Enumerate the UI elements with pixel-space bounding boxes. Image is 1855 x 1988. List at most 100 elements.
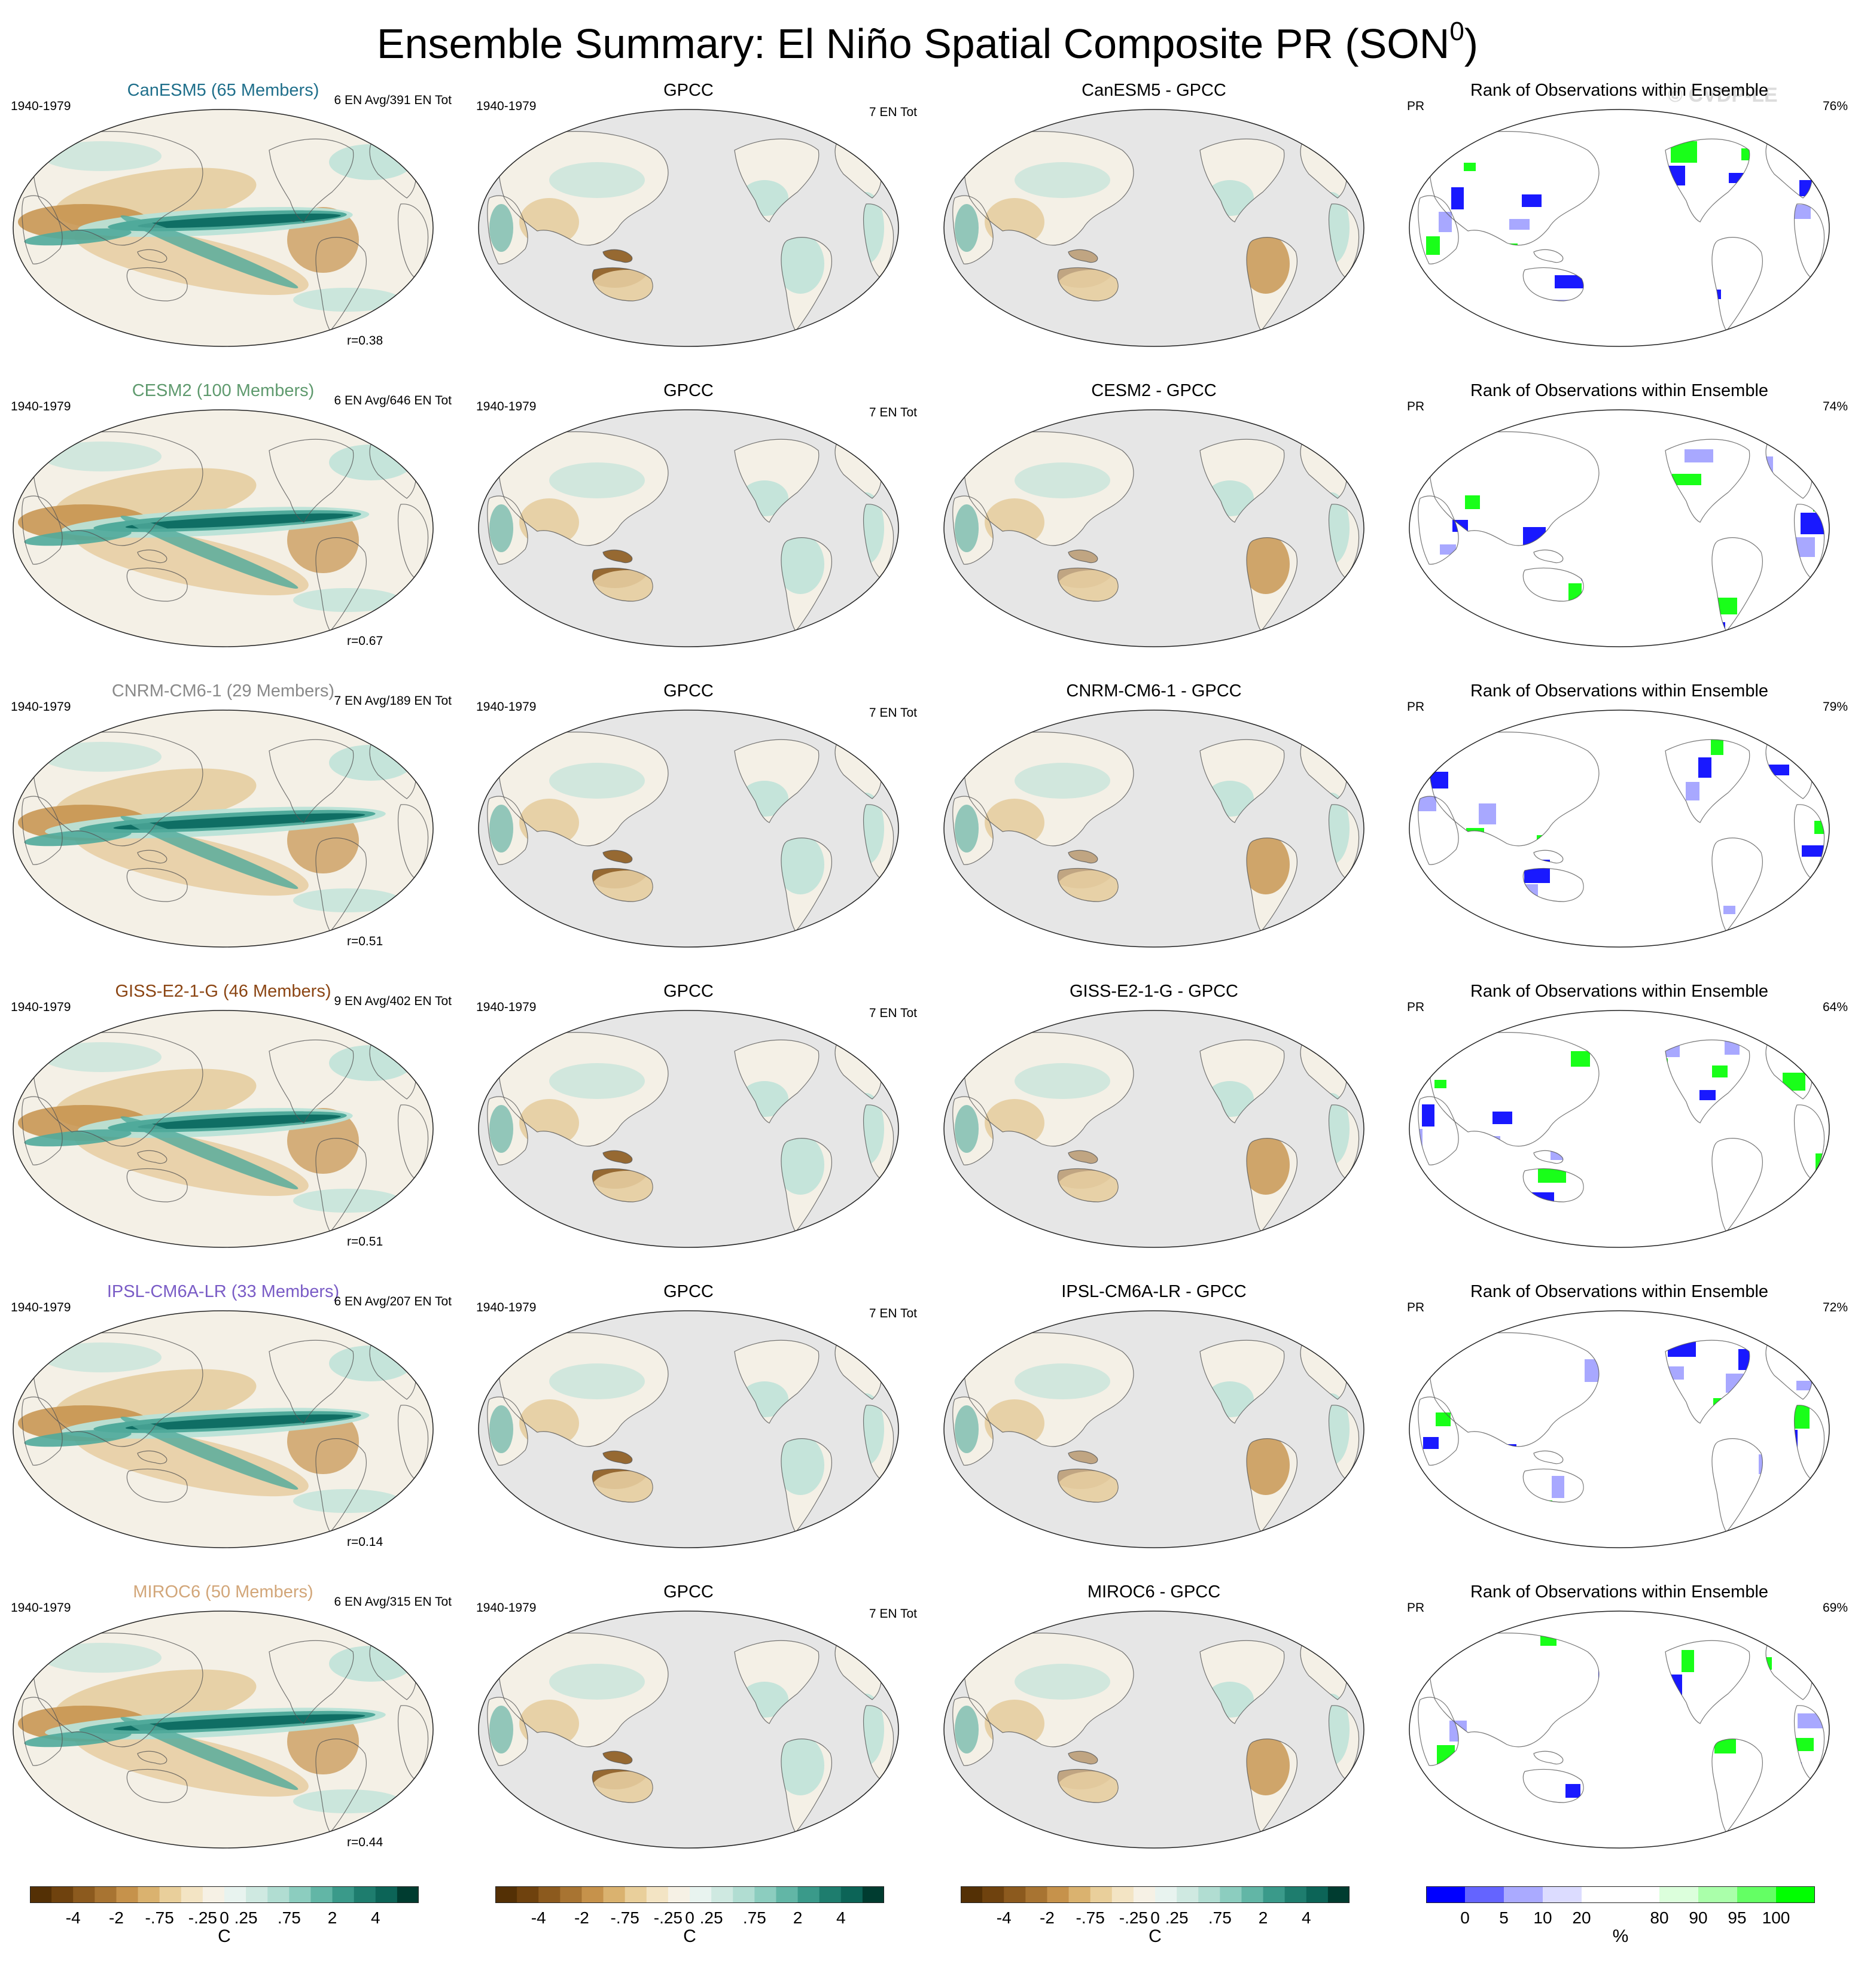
rank-percent-label: 64%	[1822, 1000, 1848, 1014]
colorbar-swatch	[982, 1886, 1004, 1903]
colorbar-swatch	[668, 1886, 690, 1903]
model-map-ipsl-cm6a-lr	[13, 1310, 434, 1548]
correlation-label: r=0.38	[347, 334, 383, 348]
colorbar-swatch	[159, 1886, 182, 1903]
rank-title: Rank of Observations within Ensemble	[1470, 982, 1769, 1001]
colorbar-swatch	[1177, 1886, 1199, 1903]
diff-title: CESM2 - GPCC	[1091, 381, 1217, 400]
colorbar-tick-label: -.75	[610, 1908, 639, 1927]
diff-map-ipsl-cm6a-lr	[943, 1310, 1364, 1548]
colorbar-swatch	[1737, 1886, 1777, 1903]
rank-map-miroc6	[1409, 1611, 1830, 1849]
colorbar-tick-label: .75	[277, 1908, 301, 1927]
obs-map-cesm2	[478, 409, 899, 647]
colorbar-swatch	[495, 1886, 517, 1903]
colorbar-swatch	[1582, 1886, 1621, 1903]
correlation-label: r=0.67	[347, 634, 383, 648]
colorbar-tick-label: -2	[1039, 1908, 1055, 1927]
colorbar-tick-label: 95	[1728, 1908, 1747, 1927]
period-label: 1940-1979	[476, 700, 537, 714]
colorbar-swatch	[581, 1886, 604, 1903]
model-colorbar	[30, 1886, 419, 1903]
model-events-label: 6 EN Avg/391 EN Tot	[334, 93, 452, 107]
diff-title: CNRM-CM6-1 - GPCC	[1066, 681, 1242, 701]
colorbar-swatch	[1621, 1886, 1660, 1903]
colorbar-swatch	[603, 1886, 626, 1903]
colorbar-swatch	[1068, 1886, 1091, 1903]
colorbar-tick-label: -4	[996, 1908, 1012, 1927]
obs-events-label: 7 EN Tot	[869, 706, 917, 720]
diff-map-giss-e2-1-g	[943, 1010, 1364, 1248]
colorbar-tick-label: .75	[1208, 1908, 1232, 1927]
colorbar-swatch	[181, 1886, 203, 1903]
diff-map-cesm2	[943, 409, 1364, 647]
colorbar-tick-label: .75	[742, 1908, 766, 1927]
colorbar-swatch	[1111, 1886, 1134, 1903]
model-members-label: CESM2 (100 Members)	[132, 381, 315, 400]
colorbar-swatch	[646, 1886, 669, 1903]
colorbar-tick-label: 20	[1572, 1908, 1591, 1927]
model-map-cnrm-cm6-1	[13, 710, 434, 948]
colorbar-swatch	[1659, 1886, 1699, 1903]
diff-map-canesm5	[943, 109, 1364, 347]
obs-events-label: 7 EN Tot	[869, 1607, 917, 1621]
colorbar-tick-label: 10	[1533, 1908, 1552, 1927]
obs-title: GPCC	[663, 681, 714, 701]
colorbar-swatch	[138, 1886, 160, 1903]
colorbar-swatch	[116, 1886, 139, 1903]
colorbar-swatch	[1698, 1886, 1738, 1903]
colorbar-swatch	[1504, 1886, 1543, 1903]
colorbar-tick-label: 0	[1150, 1908, 1160, 1927]
correlation-label: r=0.14	[347, 1535, 383, 1549]
colorbar-swatch	[1004, 1886, 1026, 1903]
model-map-cesm2	[13, 409, 434, 647]
colorbar-tick-label: 0	[685, 1908, 695, 1927]
colorbar-swatch	[690, 1886, 712, 1903]
period-label: 1940-1979	[11, 1301, 71, 1314]
watermark: © CVDP-LE	[1668, 84, 1778, 106]
rank-percent-label: 69%	[1822, 1601, 1848, 1615]
colorbar-tick-label: 100	[1762, 1908, 1790, 1927]
colorbar-swatch	[1327, 1886, 1350, 1903]
model-map-giss-e2-1-g	[13, 1010, 434, 1248]
obs-events-label: 7 EN Tot	[869, 406, 917, 419]
colorbar-swatch	[733, 1886, 755, 1903]
diff-colorbar	[961, 1886, 1350, 1903]
colorbar-tick-label: .25	[1165, 1908, 1189, 1927]
colorbar-swatch	[375, 1886, 398, 1903]
colorbar-swatch	[1426, 1886, 1466, 1903]
diff-map-miroc6	[943, 1611, 1364, 1849]
colorbar-tick-label: -4	[65, 1908, 81, 1927]
obs-map-cnrm-cm6-1	[478, 710, 899, 948]
colorbar-tick-label: 4	[1301, 1908, 1311, 1927]
colorbar-swatch	[95, 1886, 117, 1903]
rank-percent-label: 79%	[1822, 700, 1848, 714]
rank-var-label: PR	[1407, 99, 1425, 113]
period-label: 1940-1979	[476, 1000, 537, 1014]
colorbar-swatch	[797, 1886, 820, 1903]
colorbar-tick-label: 4	[836, 1908, 846, 1927]
colorbar-swatch	[30, 1886, 52, 1903]
colorbar-swatch	[246, 1886, 268, 1903]
model-events-label: 6 EN Avg/207 EN Tot	[334, 1295, 452, 1308]
colorbar-swatch	[625, 1886, 647, 1903]
model-events-label: 9 EN Avg/402 EN Tot	[334, 994, 452, 1008]
obs-title: GPCC	[663, 1582, 714, 1602]
correlation-label: r=0.44	[347, 1835, 383, 1849]
obs-map-canesm5	[478, 109, 899, 347]
obs-map-miroc6	[478, 1611, 899, 1849]
colorbar-tick-label: 2	[793, 1908, 803, 1927]
period-label: 1940-1979	[11, 1000, 71, 1014]
colorbar-tick-label: 0	[1460, 1908, 1470, 1927]
diff-title: MIROC6 - GPCC	[1087, 1582, 1221, 1602]
obs-title: GPCC	[663, 381, 714, 400]
colorbar-unit-label: %	[1612, 1926, 1629, 1946]
colorbar-swatch	[73, 1886, 95, 1903]
colorbar-swatch	[560, 1886, 582, 1903]
colorbar-tick-label: 2	[1258, 1908, 1268, 1927]
rank-percent-label: 76%	[1822, 99, 1848, 113]
colorbar-tick-label: -.25	[188, 1908, 217, 1927]
model-events-label: 7 EN Avg/189 EN Tot	[334, 694, 452, 708]
colorbar-tick-label: 80	[1650, 1908, 1669, 1927]
colorbar-tick-label: 0	[220, 1908, 229, 1927]
